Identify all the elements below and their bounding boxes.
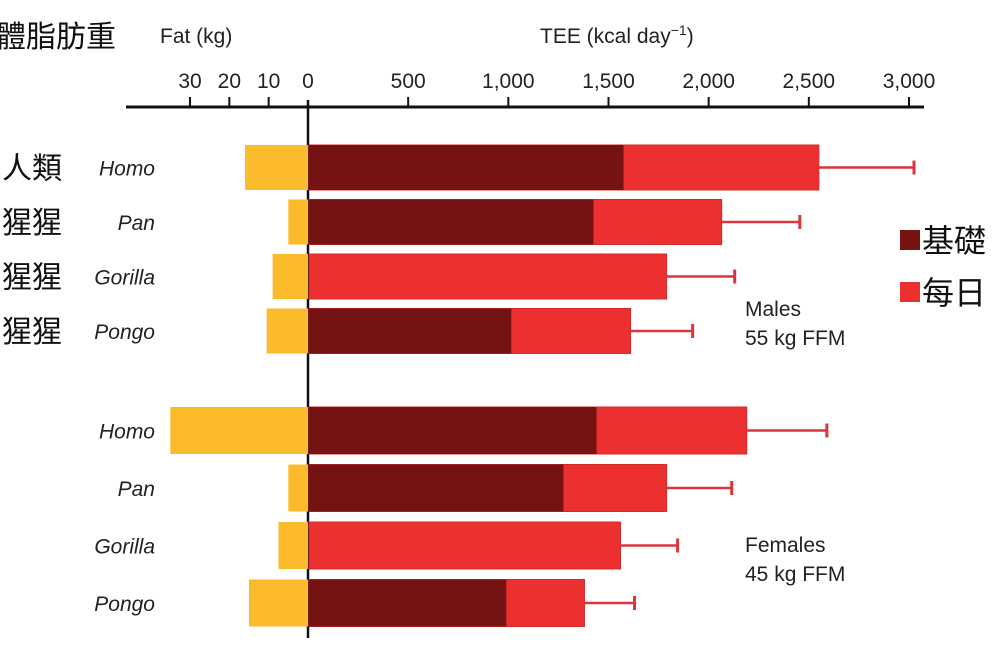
group-label-females: Females [745,534,826,557]
tee-bar [308,521,622,570]
genus-label: Homo [99,158,155,181]
tee-tick-label: 1,000 [482,70,535,93]
tee-axis-title-close: ) [687,25,694,48]
fat-tick-label: 30 [178,70,201,93]
legend-swatch-bmr [900,230,920,250]
genus-label: Gorilla [94,267,155,290]
row-labels: Homo 人類 Pan 猩猩 Gorilla 猩猩 Pongo 猩猩 Homo Pan Gorill… [2,152,155,617]
bmr-bar [309,464,564,512]
genus-label: Pongo [94,321,155,344]
bmr-bar [309,579,507,627]
group-subtitle-females: 45 kg FFM [745,563,845,586]
tee-tick-label: 2,500 [783,70,836,93]
cjk-label: 人類 [2,152,62,187]
cjk-label: 猩猩 [2,206,62,241]
fat-bar [266,308,308,354]
fat-axis-title: Fat (kg) [160,25,232,48]
tee-tick-label: 3,000 [883,70,936,93]
cjk-label: 猩猩 [2,261,62,296]
fat-bar [278,522,308,569]
axis-ticks: 0 500 1,000 1,500 2,000 2,500 3,000 30 20 10 [178,70,935,107]
tee-axis-title-sup: −1 [671,22,687,38]
fat-title-cjk: 體脂肪重 [0,20,116,55]
genus-label: Pongo [94,593,155,616]
tee-axis-title: TEE (kcal day−1) [540,22,694,48]
legend-label-tee: 每日 [922,274,986,312]
bmr-bar [309,199,594,245]
tee-tick-label: 1,500 [582,70,635,93]
fat-bar [245,145,308,190]
tee-tick-label: 500 [391,70,426,93]
fat-tick-label: 20 [218,70,241,93]
cjk-label: 猩猩 [2,315,62,350]
bmr-bar [309,308,512,354]
fat-bar [288,464,308,512]
genus-label: Homo [99,421,155,444]
tee-bar [308,253,668,300]
bars [170,144,916,627]
genus-label: Gorilla [94,536,155,559]
legend-label-bmr: 基礎 [922,222,986,260]
genus-label: Pan [118,478,155,501]
tee-axis-title-main: TEE (kcal day [540,25,671,48]
group-subtitle-males: 55 kg FFM [745,327,845,350]
tee-tick-label: 2,000 [682,70,735,93]
legend-swatch-tee [900,282,920,302]
group-label-males: Males [745,298,801,321]
fat-bar [288,199,308,245]
tee-tick-label: 0 [302,70,314,93]
genus-label: Pan [118,212,155,235]
fat-tick-label: 10 [257,70,280,93]
bmr-bar [309,145,624,190]
fat-bar [170,407,308,454]
fat-bar [249,579,308,627]
bmr-bar [309,407,597,454]
fat-bar [272,254,308,299]
